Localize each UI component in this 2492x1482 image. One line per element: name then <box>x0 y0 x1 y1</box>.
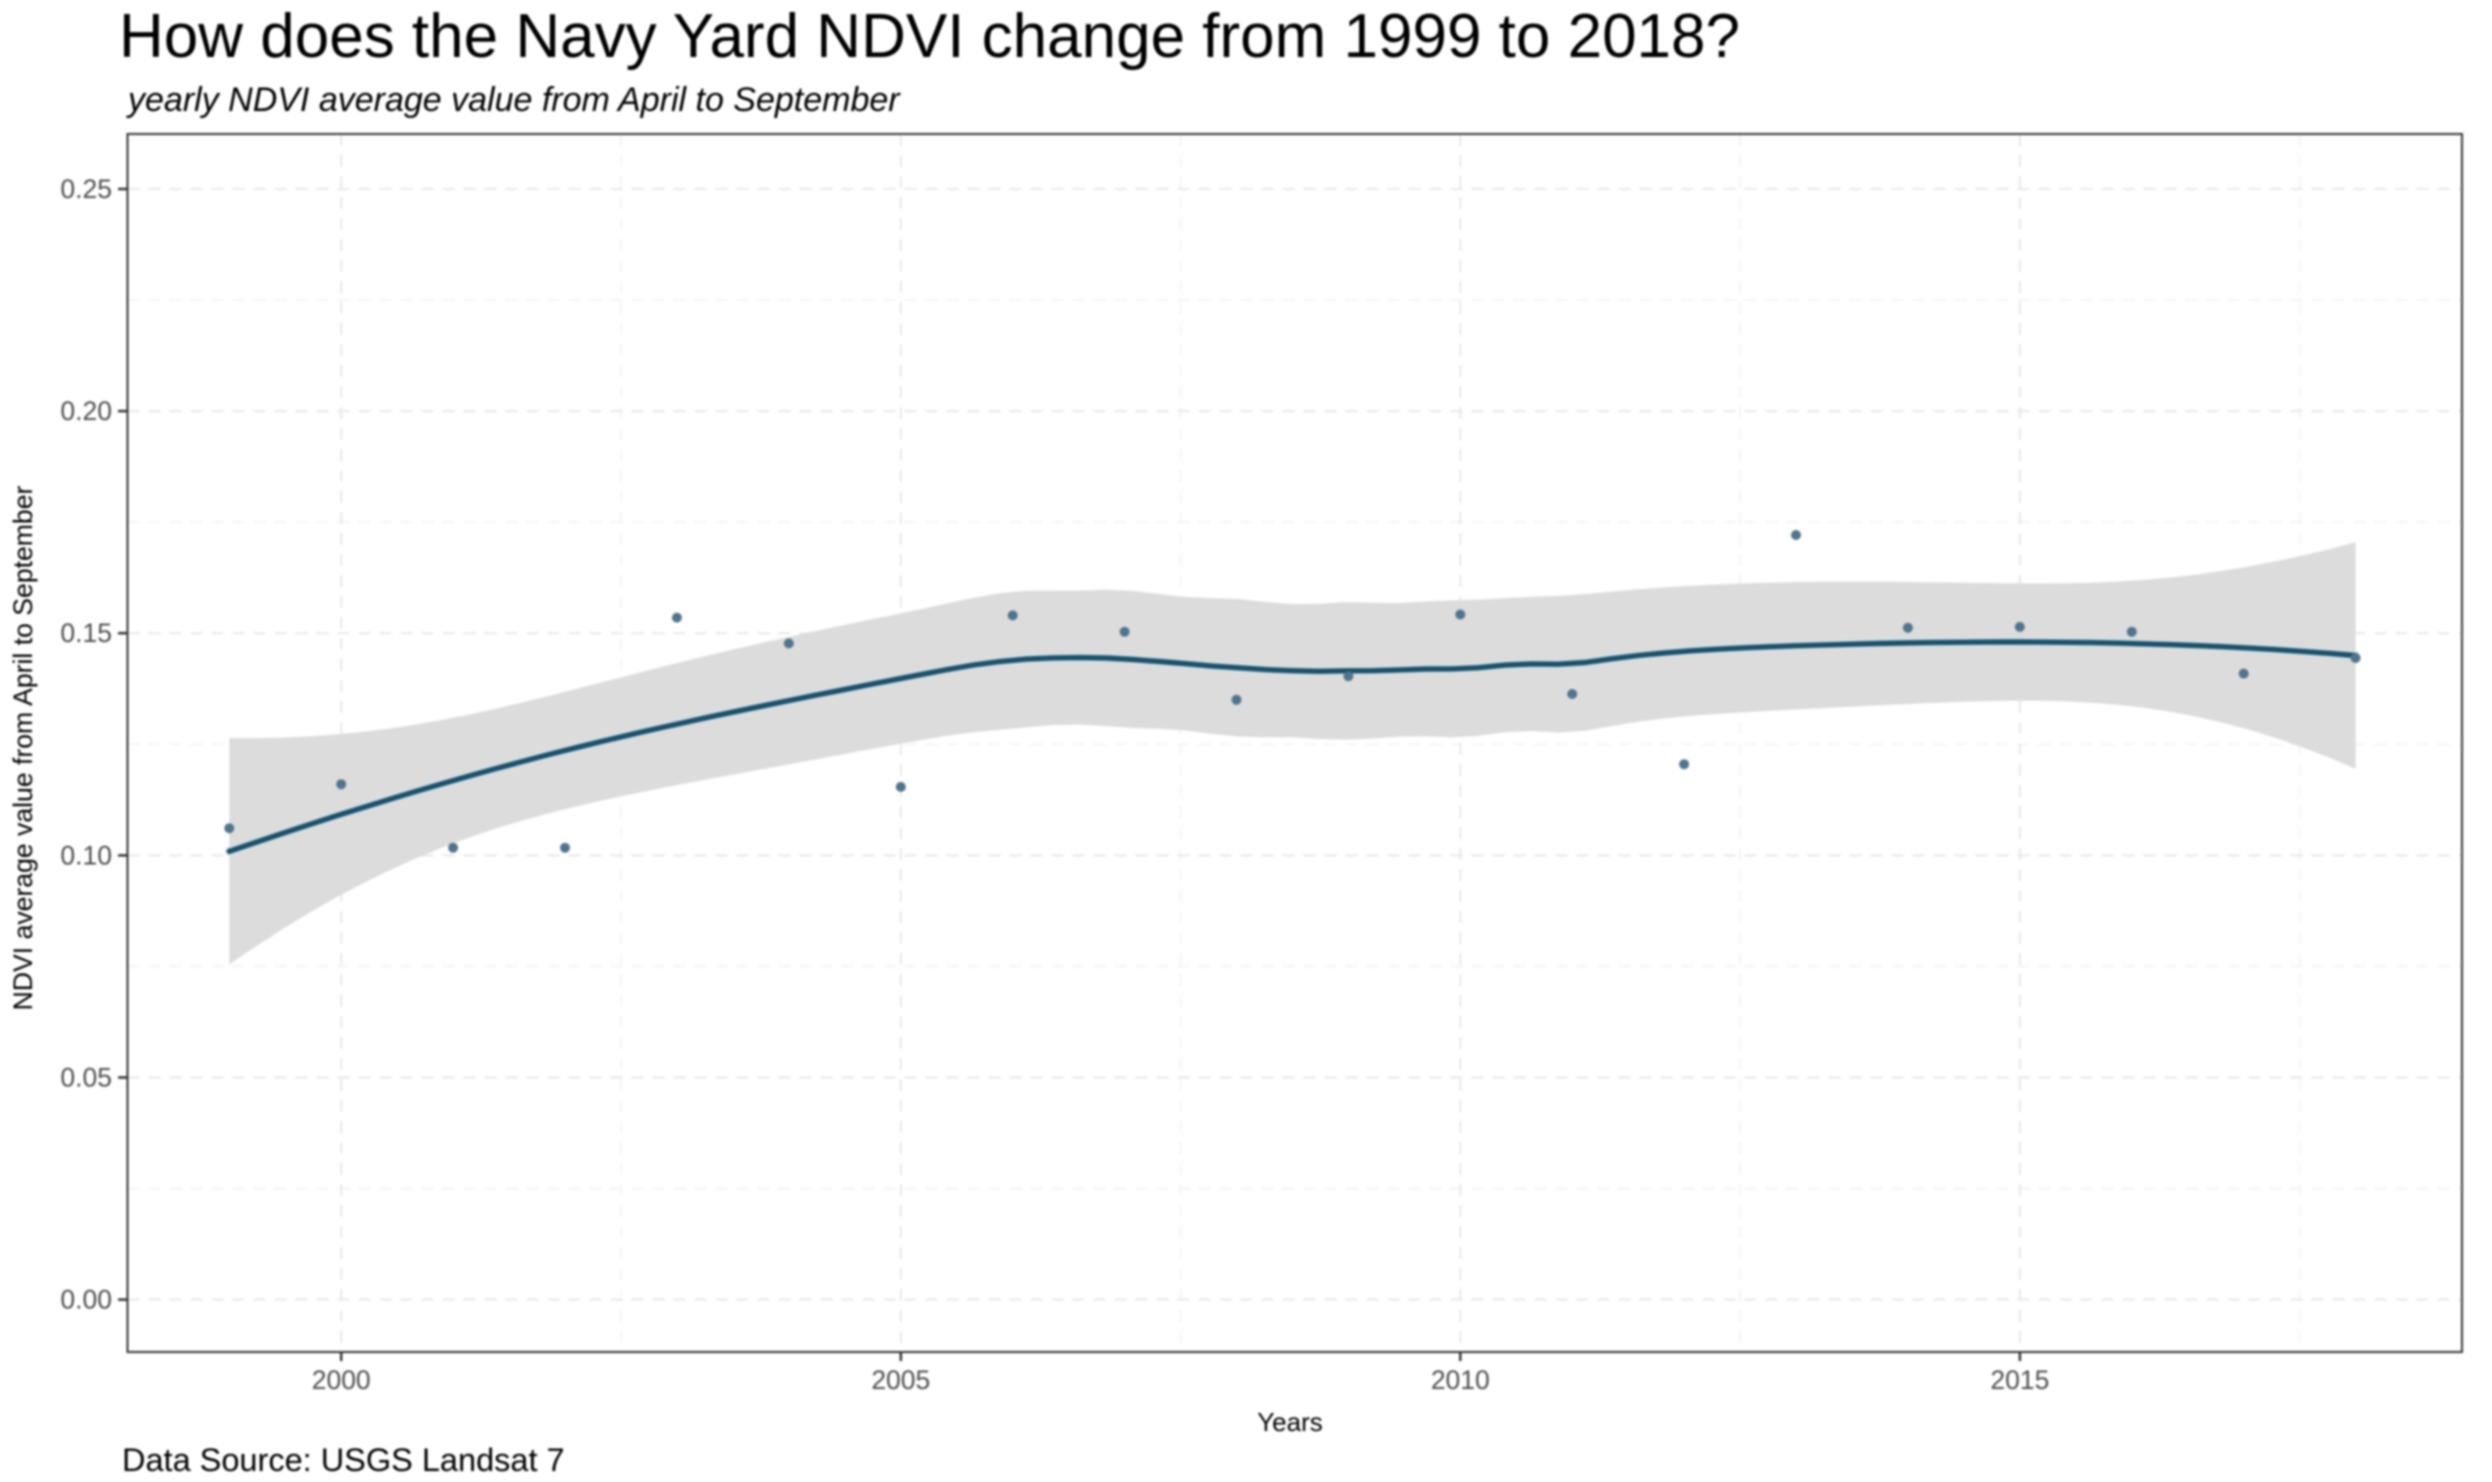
svg-text:0.00: 0.00 <box>60 1285 112 1315</box>
svg-text:0.05: 0.05 <box>60 1063 112 1093</box>
svg-text:0.25: 0.25 <box>60 174 112 204</box>
svg-text:yearly NDVI average value from: yearly NDVI average value from April to … <box>126 81 901 119</box>
svg-text:2010: 2010 <box>1431 1365 1490 1395</box>
svg-text:How does the Navy Yard NDVI ch: How does the Navy Yard NDVI change from … <box>119 2 1740 71</box>
svg-text:0.10: 0.10 <box>60 840 112 870</box>
svg-text:NDVI average value from April: NDVI average value from April to Septemb… <box>8 485 38 1010</box>
svg-text:2000: 2000 <box>312 1365 371 1395</box>
svg-text:Data Source: USGS Landsat 7: Data Source: USGS Landsat 7 <box>122 1442 565 1478</box>
svg-text:0.20: 0.20 <box>60 396 112 426</box>
svg-text:2005: 2005 <box>871 1365 930 1395</box>
svg-text:Years: Years <box>1257 1407 1323 1437</box>
svg-text:0.15: 0.15 <box>60 618 112 648</box>
svg-text:2015: 2015 <box>1990 1365 2049 1395</box>
